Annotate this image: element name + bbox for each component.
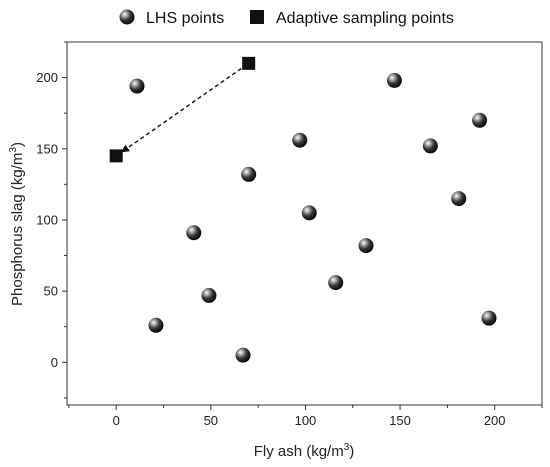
lhs-point bbox=[292, 132, 308, 148]
y-tick-label: 150 bbox=[36, 141, 58, 156]
legend-adaptive-marker bbox=[250, 10, 264, 24]
legend-adaptive-label: Adaptive sampling points bbox=[276, 10, 454, 27]
lhs-point bbox=[481, 310, 497, 326]
y-tick-label: 50 bbox=[44, 284, 58, 299]
x-tick-label: 100 bbox=[295, 413, 317, 428]
y-tick-label: 0 bbox=[51, 355, 58, 370]
lhs-point bbox=[241, 166, 257, 182]
plot-frame bbox=[66, 41, 543, 406]
legend-lhs-marker bbox=[119, 9, 135, 25]
lhs-point bbox=[301, 205, 317, 221]
lhs-point bbox=[386, 72, 402, 88]
y-tick-label: 100 bbox=[36, 212, 58, 227]
lhs-point bbox=[186, 225, 202, 241]
adaptive-point bbox=[109, 149, 123, 163]
x-tick-label: 50 bbox=[204, 413, 218, 428]
legend-lhs-label: LHS points bbox=[146, 10, 224, 27]
lhs-point bbox=[148, 317, 164, 333]
lhs-point bbox=[451, 191, 467, 207]
lhs-point bbox=[328, 275, 344, 291]
x-axis-title: Fly ash (kg/m3) bbox=[254, 442, 355, 460]
lhs-point bbox=[235, 347, 251, 363]
lhs-point bbox=[358, 238, 374, 254]
y-axis: 0 50 100 150 200 bbox=[36, 41, 67, 399]
lhs-point bbox=[201, 287, 217, 303]
y-axis-title: Phosphorus slag (kg/m3) bbox=[8, 142, 26, 306]
x-tick-label: 0 bbox=[113, 413, 120, 428]
plot-area bbox=[109, 56, 497, 363]
adaptive-arrow bbox=[121, 67, 242, 153]
lhs-point bbox=[129, 78, 145, 94]
adaptive-point bbox=[242, 56, 256, 70]
legend: LHS points Adaptive sampling points bbox=[119, 9, 454, 27]
lhs-point bbox=[472, 112, 488, 128]
lhs-point bbox=[422, 138, 438, 154]
y-tick-label: 200 bbox=[36, 70, 58, 85]
x-axis: 0 50 100 150 200 bbox=[68, 405, 543, 428]
x-tick-label: 150 bbox=[389, 413, 411, 428]
x-tick-label: 200 bbox=[484, 413, 506, 428]
